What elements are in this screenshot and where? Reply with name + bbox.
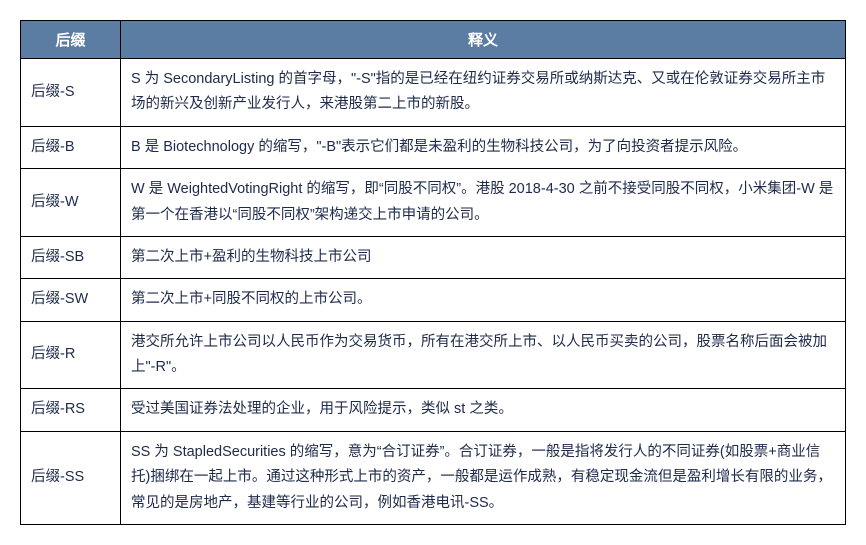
table-row: 后缀-R 港交所允许上市公司以人民币作为交易货币，所有在港交所上市、以人民币买卖… [21, 321, 846, 389]
cell-definition: 第二次上市+盈利的生物科技上市公司 [121, 236, 846, 278]
table-row: 后缀-S S 为 SecondaryListing 的首字母，"-S"指的是已经… [21, 59, 846, 127]
table-row: 后缀-W W 是 WeightedVotingRight 的缩写，即“同股不同权… [21, 169, 846, 237]
table-row: 后缀-SS SS 为 StapledSecurities 的缩写，意为“合订证券… [21, 431, 846, 524]
cell-definition: B 是 Biotechnology 的缩写，"-B"表示它们都是未盈利的生物科技… [121, 126, 846, 168]
table-header-row: 后缀 释义 [21, 21, 846, 59]
header-definition: 释义 [121, 21, 846, 59]
cell-definition: S 为 SecondaryListing 的首字母，"-S"指的是已经在纽约证券… [121, 59, 846, 127]
cell-suffix: 后缀-R [21, 321, 121, 389]
suffix-table-container: 后缀 释义 后缀-S S 为 SecondaryListing 的首字母，"-S… [20, 20, 846, 525]
cell-suffix: 后缀-RS [21, 389, 121, 431]
cell-suffix: 后缀-S [21, 59, 121, 127]
cell-suffix: 后缀-SB [21, 236, 121, 278]
header-suffix: 后缀 [21, 21, 121, 59]
table-row: 后缀-SW 第二次上市+同股不同权的上市公司。 [21, 279, 846, 321]
cell-suffix: 后缀-B [21, 126, 121, 168]
cell-suffix: 后缀-SW [21, 279, 121, 321]
suffix-table: 后缀 释义 后缀-S S 为 SecondaryListing 的首字母，"-S… [20, 20, 846, 525]
cell-definition: 第二次上市+同股不同权的上市公司。 [121, 279, 846, 321]
cell-definition: 港交所允许上市公司以人民币作为交易货币，所有在港交所上市、以人民币买卖的公司，股… [121, 321, 846, 389]
table-row: 后缀-SB 第二次上市+盈利的生物科技上市公司 [21, 236, 846, 278]
cell-suffix: 后缀-SS [21, 431, 121, 524]
table-row: 后缀-RS 受过美国证券法处理的企业，用于风险提示，类似 st 之类。 [21, 389, 846, 431]
cell-definition: W 是 WeightedVotingRight 的缩写，即“同股不同权”。港股 … [121, 169, 846, 237]
cell-definition: 受过美国证券法处理的企业，用于风险提示，类似 st 之类。 [121, 389, 846, 431]
cell-definition: SS 为 StapledSecurities 的缩写，意为“合订证券”。合订证券… [121, 431, 846, 524]
cell-suffix: 后缀-W [21, 169, 121, 237]
table-row: 后缀-B B 是 Biotechnology 的缩写，"-B"表示它们都是未盈利… [21, 126, 846, 168]
